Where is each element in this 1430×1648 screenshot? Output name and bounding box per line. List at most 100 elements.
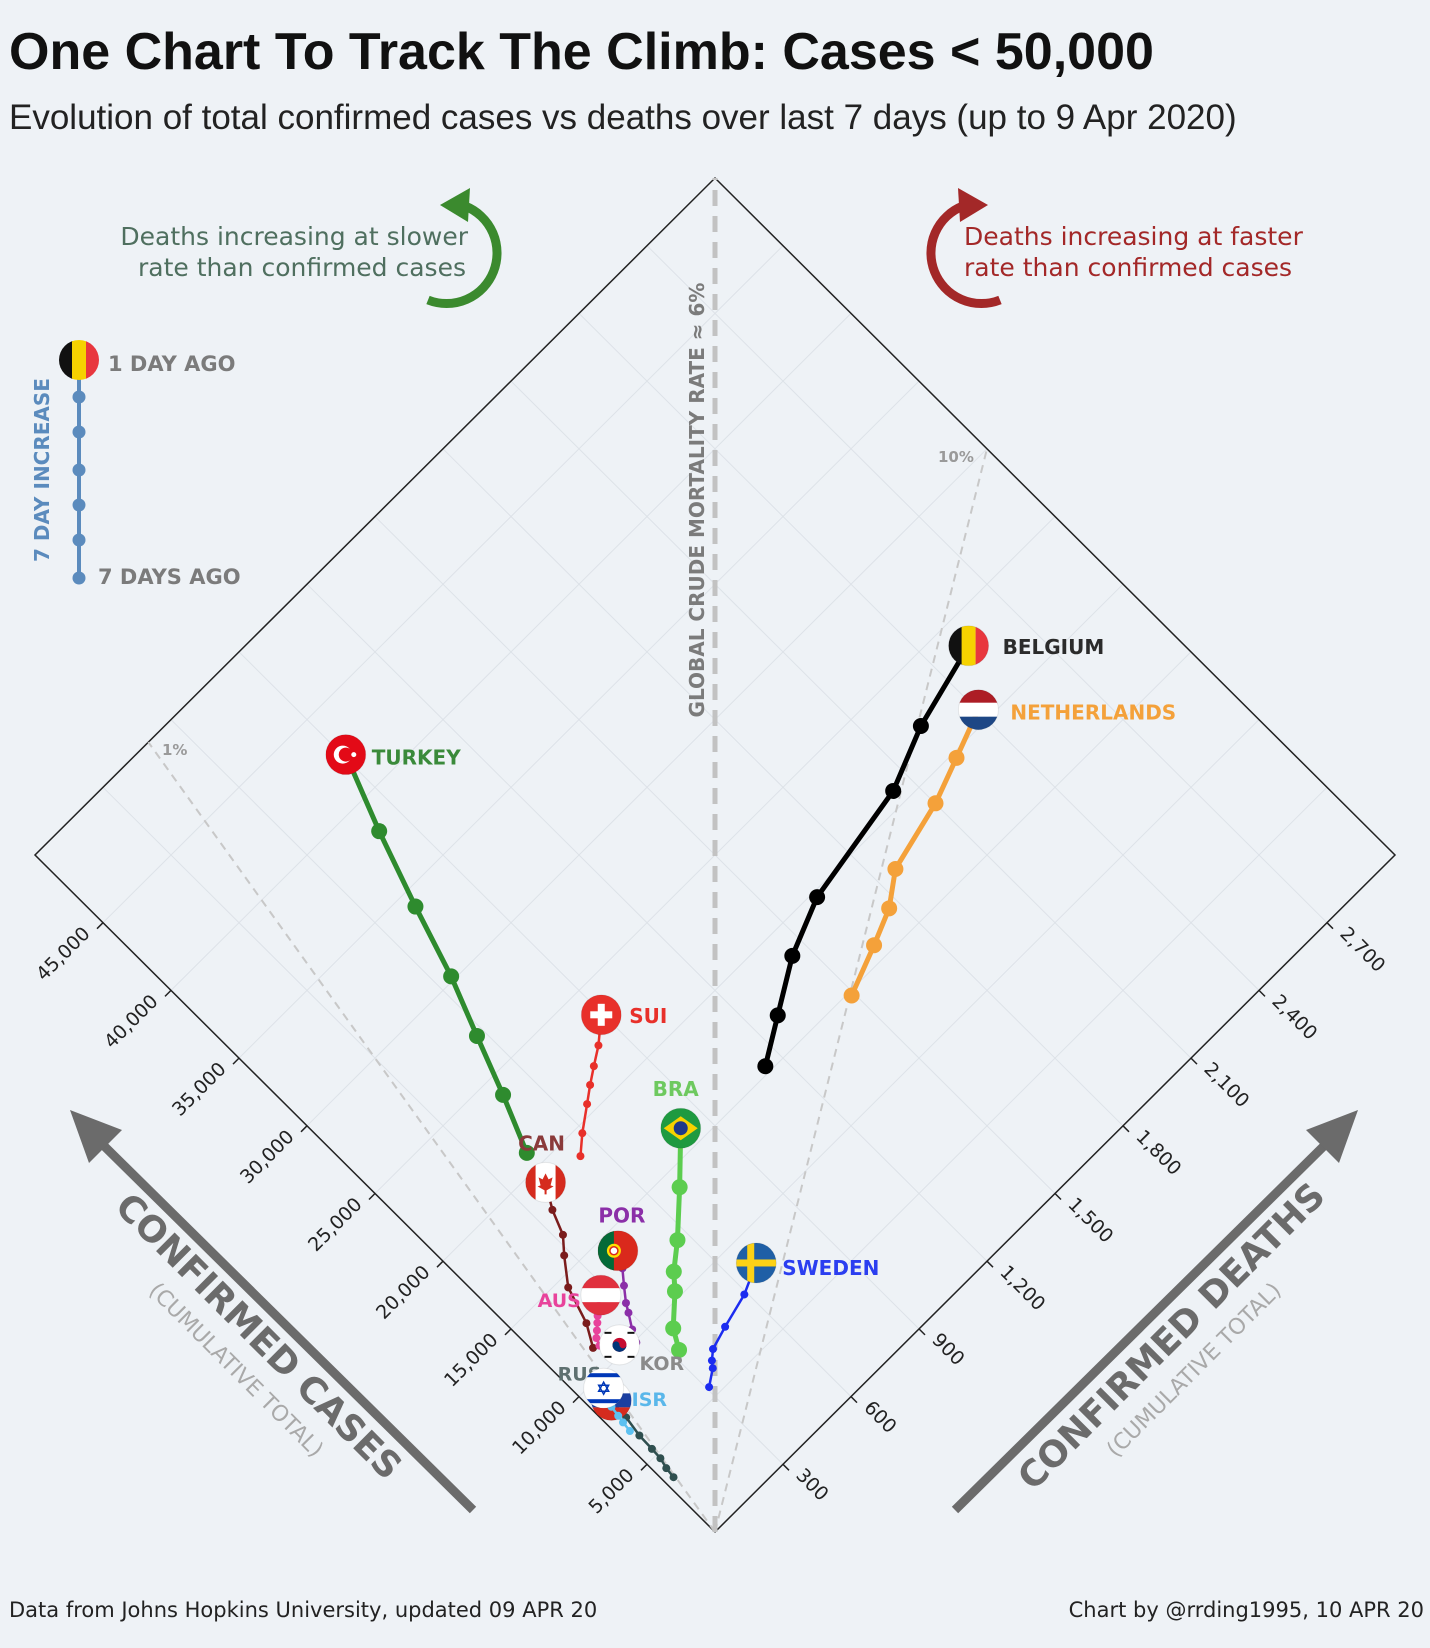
deaths-tick-label: 2,700	[1335, 923, 1389, 977]
legend-dot	[72, 498, 86, 512]
data-point	[784, 947, 801, 964]
grid-line-cases	[238, 380, 920, 1059]
axis-ticks: 5,000 10,00015,00020,00025,00030,00035,00…	[32, 922, 1389, 1518]
cases-axis-arrow	[70, 1110, 477, 1514]
deaths-tick	[1122, 1125, 1130, 1133]
data-point	[589, 1062, 598, 1071]
cases-tick-label: 15,000	[440, 1329, 503, 1392]
flag-tr-icon	[325, 734, 367, 776]
deaths-tick	[850, 1396, 858, 1404]
data-point	[843, 987, 860, 1004]
data-point	[665, 1263, 682, 1280]
data-point	[809, 889, 826, 906]
deaths-tick	[1258, 989, 1266, 997]
data-point	[593, 1318, 602, 1327]
cases-tick	[504, 1328, 512, 1336]
data-point	[666, 1283, 683, 1300]
cases-tick-label: 5,000	[585, 1464, 639, 1518]
legend-top-label: 1 DAY AGO	[108, 352, 235, 376]
legend-flag-icon	[59, 340, 99, 380]
deaths-tick-label: 600	[859, 1397, 900, 1438]
data-point	[669, 1473, 678, 1482]
series-label: CAN	[518, 1131, 565, 1155]
series-bra: BRA	[653, 1077, 702, 1358]
cases-tick	[436, 1260, 444, 1268]
data-point	[560, 1251, 569, 1260]
rate-1-label: 1%	[162, 741, 187, 759]
data-point	[647, 1444, 656, 1453]
deaths-axis-label: CONFIRMED DEATHS	[1010, 1175, 1333, 1498]
data-point	[518, 1144, 535, 1161]
data-point	[665, 1320, 682, 1337]
data-point	[589, 1343, 598, 1352]
reference-lines	[147, 178, 988, 1533]
flag-ca-icon	[525, 1161, 567, 1203]
slower-annotation: Deaths increasing at slower rate than co…	[120, 188, 502, 308]
data-point	[564, 1283, 573, 1292]
grid-line-deaths	[578, 313, 1260, 991]
data-point	[881, 900, 898, 917]
data-point	[948, 749, 965, 766]
data-point	[548, 1205, 557, 1214]
grid-line-cases	[102, 245, 784, 924]
flag-at-icon	[580, 1274, 622, 1316]
data-point	[912, 717, 929, 734]
diamond-chart: 5,000 10,00015,00020,00025,00030,00035,00…	[30, 176, 1397, 1534]
flag-se-icon	[735, 1242, 777, 1284]
data-point	[721, 1322, 730, 1331]
data-point	[576, 1152, 585, 1161]
deaths-tick	[918, 1328, 926, 1336]
flag-il-icon	[583, 1367, 625, 1409]
slower-annotation-line2: rate than confirmed cases	[138, 253, 466, 282]
data-point	[468, 1027, 485, 1044]
cases-tick	[232, 1057, 240, 1065]
cases-axis-label: CONFIRMED CASES	[107, 1186, 409, 1488]
cases-tick	[164, 989, 172, 997]
data-point	[578, 1129, 587, 1138]
series-kor: KOR	[598, 1324, 685, 1375]
data-point	[705, 1383, 714, 1392]
cases-tick-label: 10,000	[508, 1397, 571, 1460]
data-point	[619, 1418, 628, 1427]
deaths-tick-label: 2,400	[1267, 990, 1321, 1044]
cases-tick	[572, 1396, 580, 1404]
deaths-tick-label: 1,800	[1131, 1126, 1185, 1180]
series-label: SWEDEN	[782, 1256, 879, 1280]
data-point	[757, 1058, 774, 1075]
chart-grid	[102, 245, 1328, 1465]
grid-line-deaths	[646, 245, 1328, 924]
deaths-tick	[1326, 922, 1334, 930]
chart-title: One Chart To Track The Climb: Cases < 50…	[9, 23, 1154, 81]
series-sweden: SWEDEN	[705, 1242, 879, 1392]
data-point	[887, 860, 904, 877]
faster-annotation: Deaths increasing at faster rate than co…	[926, 188, 1304, 308]
data-point	[709, 1345, 718, 1354]
series-label: BRA	[653, 1077, 700, 1101]
data-point	[594, 1041, 603, 1050]
data-point	[656, 1454, 665, 1463]
data-point	[927, 795, 944, 812]
data-point	[885, 782, 902, 799]
reference-line	[147, 741, 716, 1533]
cases-tick	[96, 922, 104, 930]
legend-dot	[72, 571, 86, 585]
faster-annotation-line1: Deaths increasing at faster	[964, 222, 1304, 251]
data-point	[586, 1080, 595, 1089]
cases-tick	[640, 1463, 648, 1471]
series-aus: AUS	[538, 1274, 622, 1350]
series-label: AUS	[538, 1290, 581, 1312]
cases-tick-label: 30,000	[236, 1126, 299, 1189]
deaths-tick-label: 2,100	[1199, 1058, 1253, 1112]
data-point	[583, 1100, 592, 1109]
data-point	[592, 1326, 601, 1335]
data-point	[671, 1179, 688, 1196]
rate-10-label: 10%	[938, 448, 974, 466]
legend-dot	[72, 425, 86, 439]
series-belgium: BELGIUM	[757, 625, 1104, 1075]
deaths-tick	[782, 1463, 790, 1471]
series-can: CAN	[518, 1131, 598, 1352]
deaths-tick-label: 1,500	[1063, 1193, 1117, 1247]
data-point	[592, 1334, 601, 1343]
series-label: SUI	[629, 1004, 667, 1028]
data-point	[671, 1341, 688, 1358]
